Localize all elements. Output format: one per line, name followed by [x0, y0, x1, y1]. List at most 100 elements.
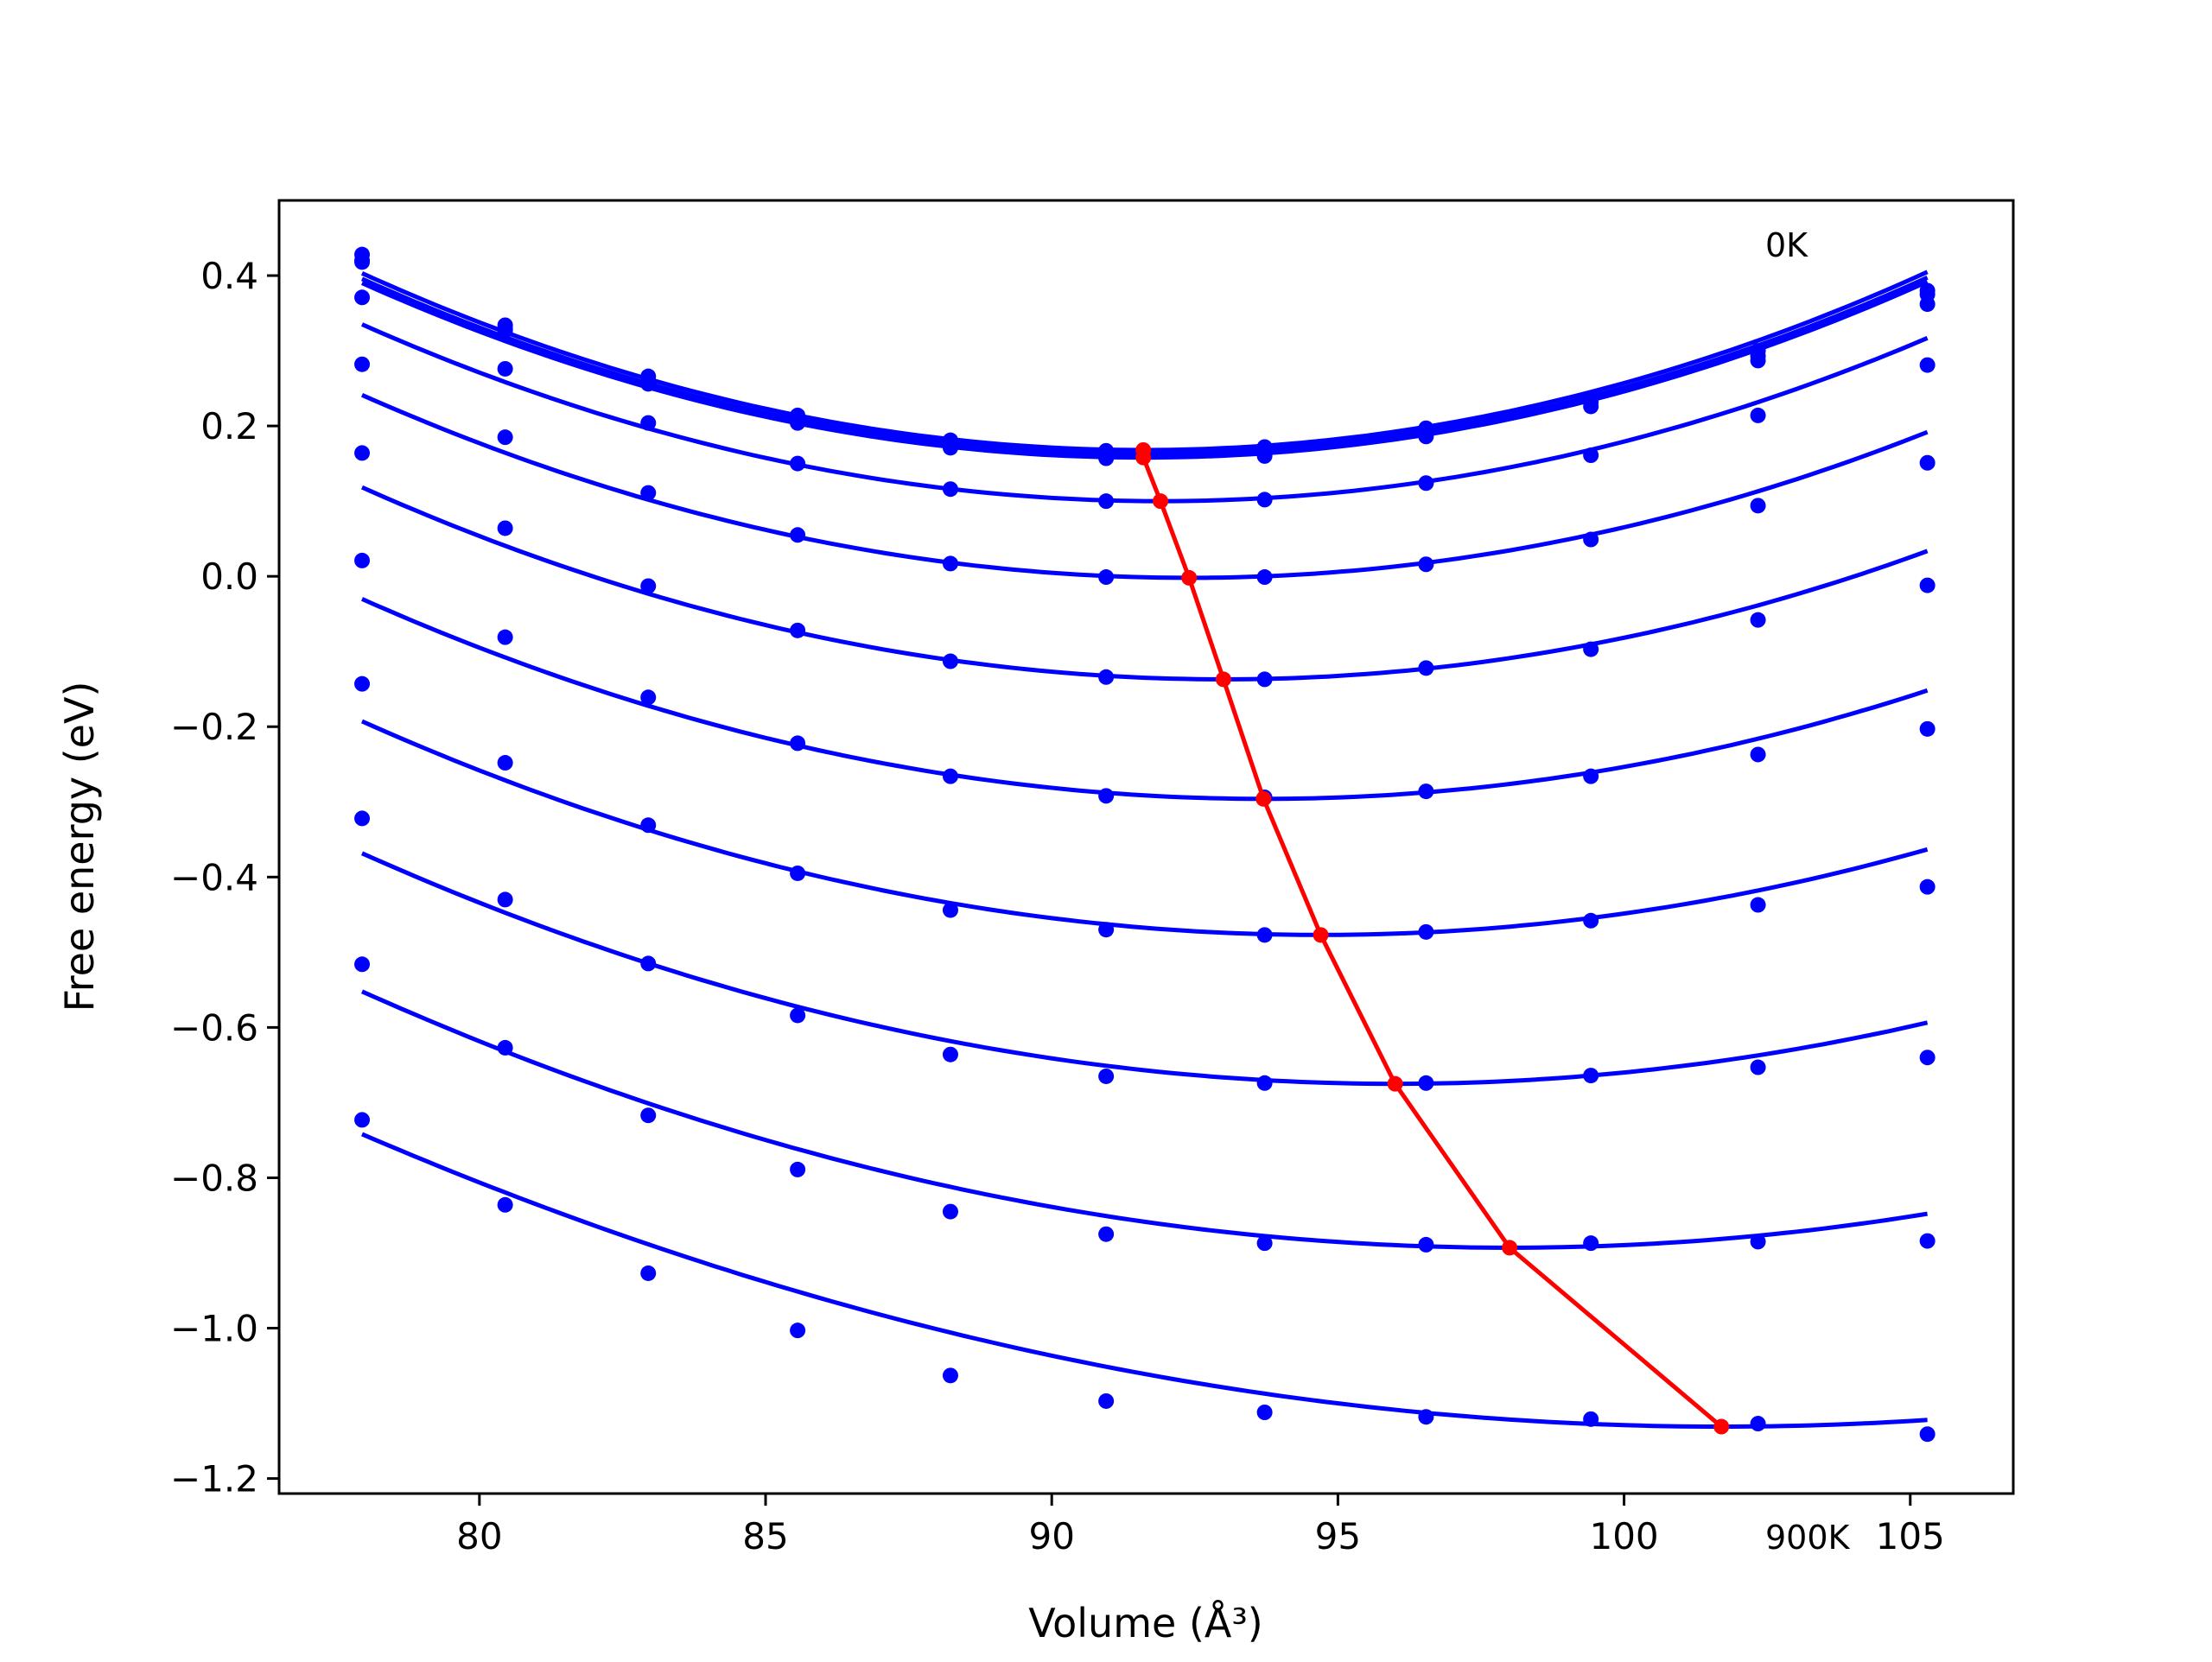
series-4-point — [1256, 569, 1273, 586]
annotation-900k: 900K — [1765, 1519, 1851, 1557]
series-10-point — [640, 1265, 657, 1281]
series-10-point — [354, 1112, 371, 1128]
series-7-point — [1750, 897, 1766, 913]
x-tick-label: 105 — [1876, 1515, 1945, 1557]
series-8-point — [1750, 1059, 1766, 1075]
series-10-point — [790, 1323, 806, 1339]
series-6-point — [1919, 720, 1936, 737]
series-5-point — [1418, 660, 1434, 676]
series-6-fit-line — [360, 597, 1929, 802]
minimum-point — [1255, 790, 1272, 807]
series-3-point — [1098, 493, 1115, 510]
series-4-point — [1418, 556, 1434, 573]
series-2-point — [1098, 450, 1115, 466]
series-10-fit-line — [361, 1132, 1928, 1429]
series-7-point — [1098, 922, 1115, 938]
series-9-point — [1256, 1235, 1273, 1252]
series-3-point — [354, 289, 371, 306]
series-8-fit-line — [360, 851, 1929, 1087]
series-3-point — [1919, 357, 1936, 373]
series-5-point — [1256, 671, 1273, 688]
series-10-point — [1098, 1392, 1115, 1409]
y-tick-label: 0.2 — [200, 405, 258, 447]
series-9-point — [1418, 1236, 1434, 1253]
series-9-point — [354, 956, 371, 973]
series-7-point — [354, 676, 371, 692]
series-6-point — [790, 735, 806, 752]
series-5-point — [1583, 641, 1599, 657]
y-tick-label: −1.0 — [170, 1308, 258, 1350]
y-tick-label: 0.4 — [200, 255, 258, 297]
series-2-point — [1750, 352, 1766, 369]
series-9-point — [1750, 1234, 1766, 1250]
series-8-point — [640, 955, 657, 972]
series-2-point — [790, 415, 806, 431]
series-4-point — [942, 555, 958, 572]
y-tick-label: −0.6 — [170, 1006, 258, 1049]
series-10-point — [1750, 1416, 1766, 1432]
series-7-point — [790, 865, 806, 881]
x-tick-label: 95 — [1315, 1515, 1361, 1557]
series-4-point — [1098, 569, 1115, 586]
series-7-point — [1418, 923, 1434, 940]
series-7-point — [942, 902, 958, 918]
x-tick-label: 80 — [456, 1515, 502, 1557]
series-3-point — [790, 455, 806, 472]
y-tick-label: −1.2 — [170, 1458, 258, 1500]
series-2-point — [1418, 428, 1434, 445]
series-9-point — [640, 1107, 657, 1124]
series-5-point — [1750, 612, 1766, 628]
series-3-fit-line — [360, 322, 1929, 504]
series-4-point — [354, 356, 371, 372]
x-tick-label: 90 — [1028, 1515, 1074, 1557]
y-axis-ticks: 0.4 0.2 0.0 −0.2 −0.4 −0.6 −0.8 −1.0 −1.2 — [170, 255, 279, 1500]
series-7-fit-line — [360, 719, 1929, 937]
series-2-point — [640, 376, 657, 392]
series-4-point — [1919, 454, 1936, 471]
minimum-point — [1153, 493, 1169, 510]
series-8-point — [1098, 1068, 1115, 1084]
series-8-point — [1418, 1075, 1434, 1091]
series-8-point — [354, 810, 371, 827]
plot-frame — [277, 199, 2015, 1495]
series-9-point — [1098, 1226, 1115, 1242]
series-9-point — [942, 1203, 958, 1220]
series-10-point — [1418, 1409, 1434, 1425]
series-4-point — [497, 429, 513, 446]
y-tick-label: −0.2 — [170, 706, 258, 748]
series-5-fit-line — [360, 485, 1929, 682]
series-2-point — [942, 440, 958, 456]
minimum-point — [1313, 927, 1329, 943]
series-2-point — [354, 252, 371, 269]
series-2-point — [497, 322, 513, 339]
series-5-point — [942, 653, 958, 669]
series-3-point — [1418, 475, 1434, 492]
series-7-point — [640, 817, 657, 834]
series-4-point — [790, 527, 806, 543]
series-7-point — [1919, 879, 1936, 895]
x-axis-ticks: 80 85 90 95 100 105 — [456, 1494, 1945, 1557]
series-2-point — [1583, 398, 1599, 415]
series-9-point — [1583, 1235, 1599, 1252]
series-5-point — [354, 445, 371, 461]
minimum-line-layer — [1135, 441, 1730, 1435]
series-6-point — [1750, 746, 1766, 763]
series-6-point — [497, 629, 513, 645]
y-axis-label: Free energy (eV) — [56, 682, 103, 1012]
series-9-point — [1919, 1233, 1936, 1249]
series-6-point — [1098, 788, 1115, 804]
series-4-point — [640, 485, 657, 501]
series-8-point — [1256, 1075, 1273, 1091]
series-8-point — [497, 891, 513, 908]
series-10-point — [497, 1196, 513, 1213]
series-3-point — [640, 415, 657, 431]
minimum-line — [1141, 450, 1723, 1429]
series-5-point — [1919, 577, 1936, 593]
minimum-point — [1387, 1075, 1403, 1092]
y-tick-label: −0.4 — [170, 856, 258, 898]
y-tick-label: −0.8 — [170, 1157, 258, 1199]
series-3-point — [1256, 492, 1273, 508]
series-5-point — [497, 520, 513, 536]
